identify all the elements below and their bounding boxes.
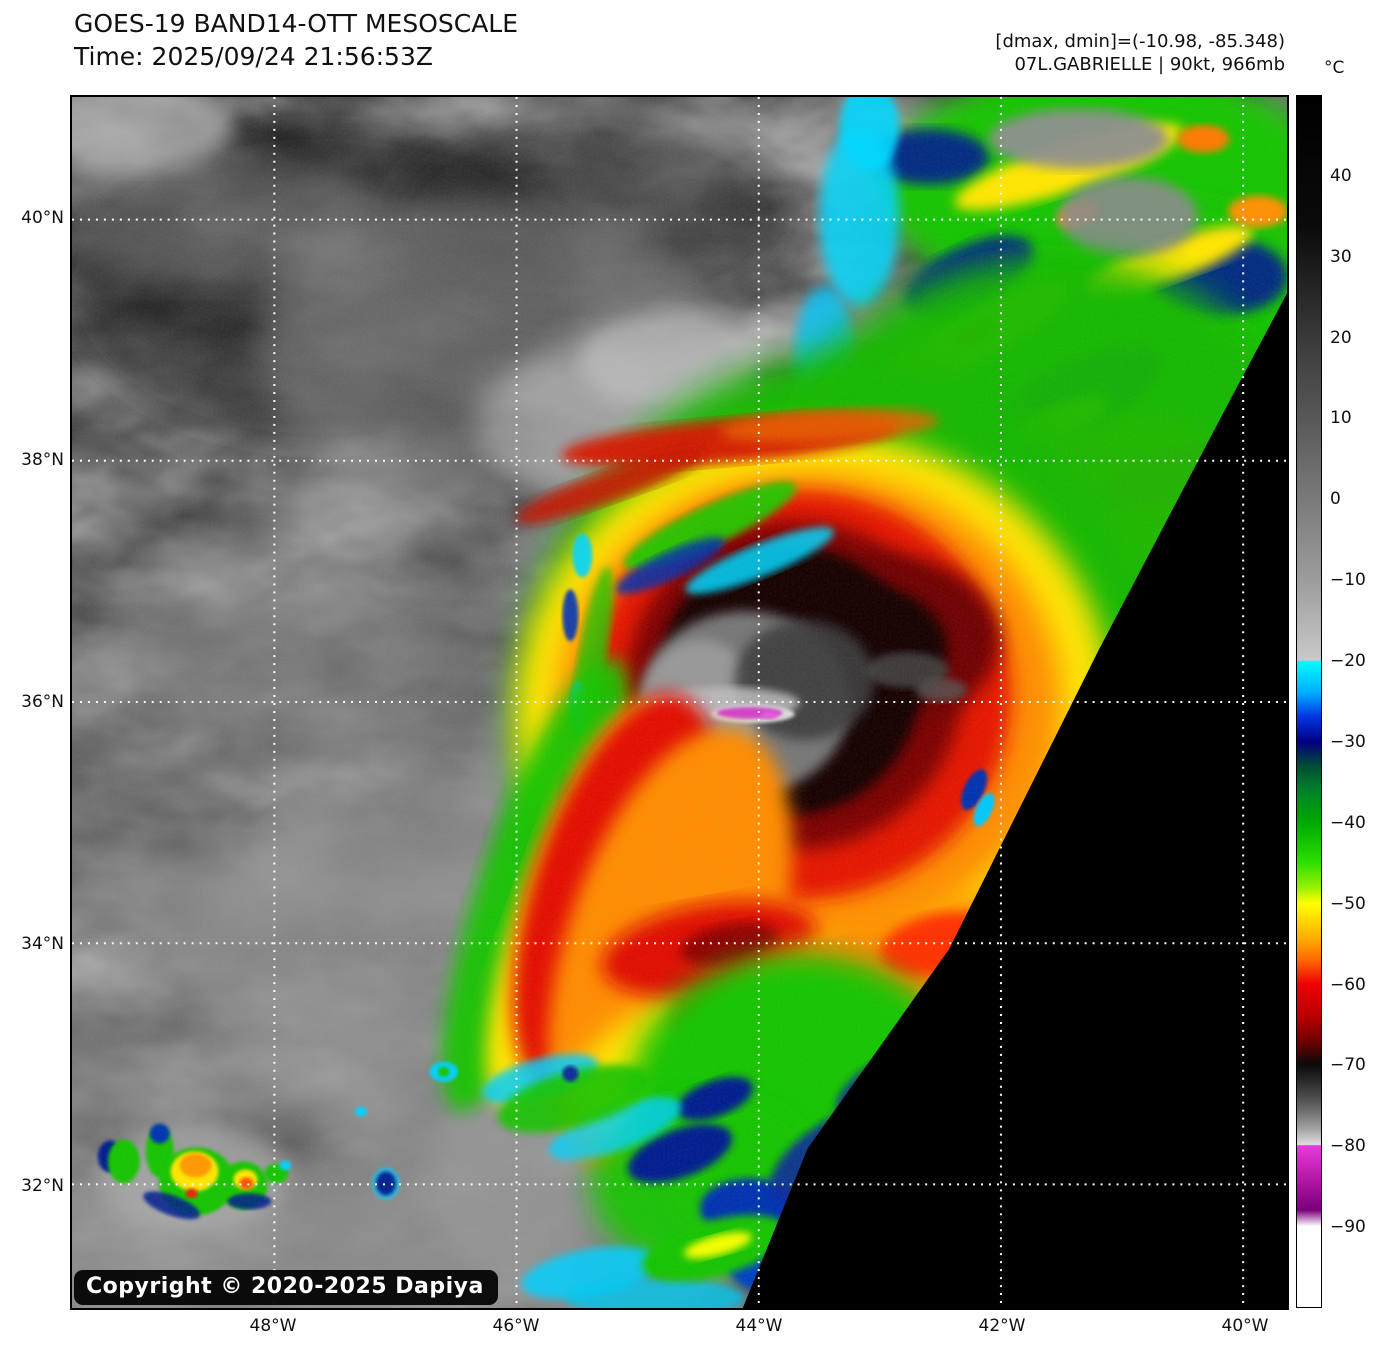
colorbar-tick-label: 20 bbox=[1330, 328, 1389, 348]
product-timestamp: Time: 2025/09/24 21:56:53Z bbox=[74, 41, 433, 73]
lat-tick-label: 32°N bbox=[2, 1176, 64, 1196]
lat-tick-label: 36°N bbox=[2, 692, 64, 712]
lon-tick-label: 44°W bbox=[719, 1316, 799, 1336]
lon-tick-label: 46°W bbox=[476, 1316, 556, 1336]
colorbar-tick-label: 10 bbox=[1330, 408, 1389, 428]
copyright-badge: Copyright © 2020-2025 Dapiya bbox=[74, 1270, 498, 1305]
product-annotations: [dmax, dmin]=(-10.98, -85.348) 07L.GABRI… bbox=[995, 30, 1285, 76]
colorbar-tick-label: −60 bbox=[1330, 975, 1389, 995]
lat-tick-label: 38°N bbox=[2, 450, 64, 470]
colorbar-tick-label: −70 bbox=[1330, 1055, 1389, 1075]
lat-tick-label: 34°N bbox=[2, 934, 64, 954]
product-title: GOES-19 BAND14-OTT MESOSCALE bbox=[74, 8, 518, 40]
colorbar-tick-label: −30 bbox=[1330, 732, 1389, 752]
colorbar-tick-label: −90 bbox=[1330, 1217, 1389, 1237]
colorbar-tick-label: 30 bbox=[1330, 247, 1389, 267]
colorbar-tick-label: −10 bbox=[1330, 570, 1389, 590]
satellite-product-page: GOES-19 BAND14-OTT MESOSCALE Time: 2025/… bbox=[0, 0, 1389, 1359]
colorbar-tick-label: 0 bbox=[1330, 489, 1389, 509]
satellite-image bbox=[72, 97, 1287, 1308]
dmax-dmin-readout: [dmax, dmin]=(-10.98, -85.348) bbox=[995, 30, 1285, 53]
lon-tick-label: 40°W bbox=[1205, 1316, 1285, 1336]
temperature-colorbar bbox=[1296, 95, 1322, 1308]
storm-info-readout: 07L.GABRIELLE | 90kt, 966mb bbox=[995, 53, 1285, 76]
colorbar-tick-label: 40 bbox=[1330, 166, 1389, 186]
satellite-map bbox=[70, 95, 1289, 1310]
colorbar-tick-label: −20 bbox=[1330, 651, 1389, 671]
colorbar-tick-label: −40 bbox=[1330, 813, 1389, 833]
lon-tick-label: 48°W bbox=[233, 1316, 313, 1336]
colorbar-tick-label: −80 bbox=[1330, 1136, 1389, 1156]
lat-tick-label: 40°N bbox=[2, 208, 64, 228]
colorbar-unit-label: °C bbox=[1324, 58, 1344, 78]
colorbar-tick-label: −50 bbox=[1330, 894, 1389, 914]
lon-tick-label: 42°W bbox=[962, 1316, 1042, 1336]
